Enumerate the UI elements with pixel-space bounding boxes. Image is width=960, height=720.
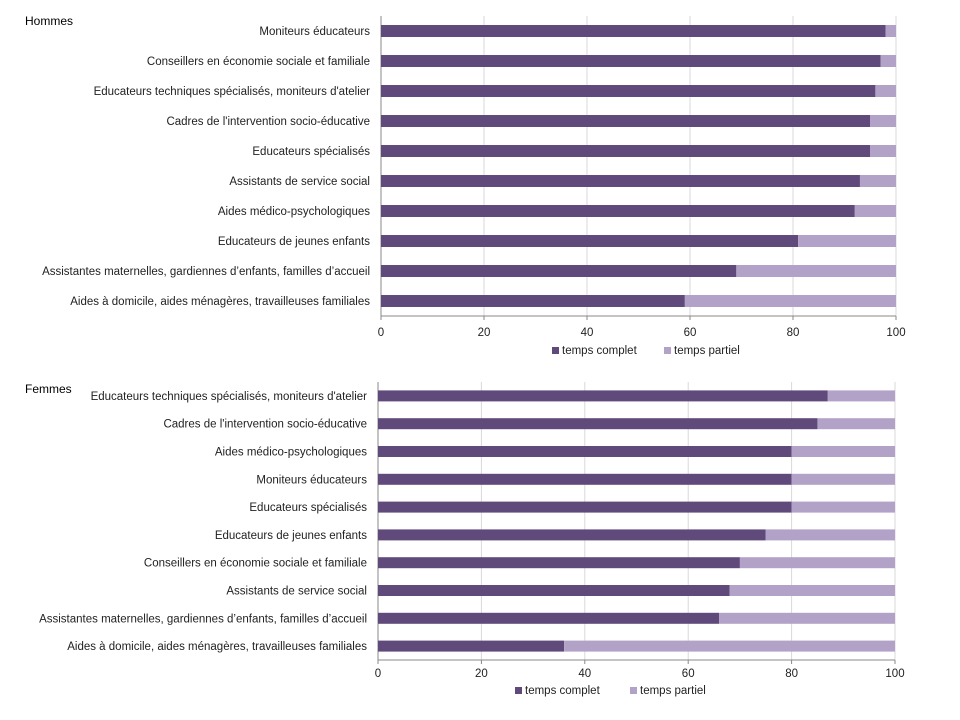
legend-swatch bbox=[664, 347, 671, 354]
category-label: Assistantes maternelles, gardiennes d’en… bbox=[39, 613, 367, 625]
bar-temps-complet bbox=[381, 235, 799, 247]
category-label: Aides à domicile, aides ménagères, trava… bbox=[70, 296, 370, 308]
bar-temps-partiel bbox=[854, 205, 896, 217]
bar-temps-partiel bbox=[765, 529, 895, 541]
legend-label: temps complet bbox=[525, 685, 601, 697]
chart-femmes: 0 20 40 60 80 100 Educateurs techniques spécia… bbox=[39, 382, 905, 697]
x-tick-label: 80 bbox=[785, 668, 798, 680]
bar-temps-partiel bbox=[739, 557, 895, 569]
x-tick-label: 0 bbox=[378, 327, 384, 339]
bar-temps-partiel bbox=[564, 640, 895, 652]
bar-temps-complet bbox=[378, 557, 740, 569]
bar-temps-partiel bbox=[870, 115, 896, 127]
chart-hommes-panel: Hommes 0 20 40 60 80 100 Moniteurs éducateurs C… bbox=[0, 14, 960, 364]
bar-temps-complet bbox=[378, 585, 730, 596]
category-label: Assistants de service social bbox=[229, 176, 370, 188]
bar-temps-partiel bbox=[729, 585, 895, 596]
chart-femmes-title: Femmes bbox=[25, 382, 72, 396]
x-tick-label: 60 bbox=[684, 327, 697, 339]
legend-swatch bbox=[552, 347, 559, 354]
bar-temps-partiel bbox=[798, 235, 896, 247]
category-label: Conseillers en économie sociale et famil… bbox=[144, 558, 367, 570]
x-tick-label: 0 bbox=[375, 668, 381, 680]
bar-temps-complet bbox=[381, 55, 881, 67]
bar-temps-partiel bbox=[684, 295, 896, 307]
chart-femmes-panel: Femmes 0 20 40 60 80 100 Educateurs techniques… bbox=[0, 382, 960, 712]
category-label: Educateurs de jeunes enfants bbox=[215, 530, 367, 542]
bar-temps-complet bbox=[381, 85, 876, 97]
legend-label: temps partiel bbox=[640, 685, 706, 697]
bar-temps-partiel bbox=[791, 473, 895, 485]
bar-temps-complet bbox=[378, 529, 766, 541]
bar-temps-partiel bbox=[880, 55, 896, 67]
bar-temps-partiel bbox=[736, 265, 896, 277]
category-label: Assistants de service social bbox=[226, 586, 367, 598]
category-label: Moniteurs éducateurs bbox=[256, 474, 367, 486]
bar-temps-partiel bbox=[719, 612, 895, 624]
legend-swatch bbox=[630, 687, 637, 694]
x-tick-label: 60 bbox=[682, 668, 695, 680]
bar-temps-partiel bbox=[875, 85, 896, 97]
category-label: Educateurs spécialisés bbox=[249, 502, 367, 514]
bar-temps-complet bbox=[381, 205, 855, 217]
category-label: Moniteurs éducateurs bbox=[259, 26, 370, 38]
bar-temps-complet bbox=[381, 25, 886, 37]
x-tick-label: 80 bbox=[787, 327, 800, 339]
bar-temps-partiel bbox=[817, 418, 895, 430]
bar-temps-complet bbox=[378, 640, 565, 652]
bar-temps-complet bbox=[378, 501, 792, 513]
x-tick-label: 20 bbox=[478, 327, 491, 339]
category-label: Educateurs spécialisés bbox=[252, 146, 370, 158]
category-label: Educateurs de jeunes enfants bbox=[218, 236, 370, 248]
bar-temps-partiel bbox=[870, 145, 896, 157]
bar-temps-complet bbox=[378, 390, 828, 402]
bar-temps-complet bbox=[378, 612, 720, 624]
bar-temps-partiel bbox=[791, 501, 895, 513]
x-tick-label: 40 bbox=[581, 327, 594, 339]
bar-temps-complet bbox=[381, 145, 871, 157]
chart-hommes: 0 20 40 60 80 100 Moniteurs éducateurs Conseill… bbox=[42, 16, 906, 357]
legend-label: temps complet bbox=[562, 345, 638, 357]
x-tick-label: 20 bbox=[475, 668, 488, 680]
bar-temps-complet bbox=[381, 175, 860, 187]
x-tick-label: 40 bbox=[578, 668, 591, 680]
chart-hommes-title: Hommes bbox=[25, 14, 74, 28]
legend-label: temps partiel bbox=[674, 345, 740, 357]
category-label: Aides à domicile, aides ménagères, trava… bbox=[67, 641, 367, 653]
category-label: Educateurs techniques spécialisés, monit… bbox=[91, 391, 368, 403]
bar-temps-partiel bbox=[859, 175, 896, 187]
legend-swatch bbox=[515, 687, 522, 694]
x-tick-label: 100 bbox=[886, 327, 905, 339]
category-label: Conseillers en économie sociale et famil… bbox=[147, 56, 370, 68]
category-label: Cadres de l'intervention socio-éducative bbox=[166, 116, 370, 128]
bar-temps-complet bbox=[381, 265, 737, 277]
bar-temps-partiel bbox=[885, 25, 896, 37]
bar-temps-complet bbox=[378, 418, 818, 430]
bar-temps-complet bbox=[378, 446, 792, 457]
bar-temps-partiel bbox=[791, 446, 895, 457]
bar-temps-complet bbox=[381, 115, 871, 127]
category-label: Assistantes maternelles, gardiennes d’en… bbox=[42, 266, 370, 278]
bar-temps-partiel bbox=[827, 390, 895, 402]
category-label: Aides médico-psychologiques bbox=[215, 447, 367, 459]
category-label: Cadres de l'intervention socio-éducative bbox=[163, 419, 367, 431]
x-tick-label: 100 bbox=[885, 668, 904, 680]
category-label: Educateurs techniques spécialisés, monit… bbox=[94, 86, 371, 98]
bar-temps-complet bbox=[381, 295, 685, 307]
bar-temps-complet bbox=[378, 473, 792, 485]
category-label: Aides médico-psychologiques bbox=[218, 206, 370, 218]
